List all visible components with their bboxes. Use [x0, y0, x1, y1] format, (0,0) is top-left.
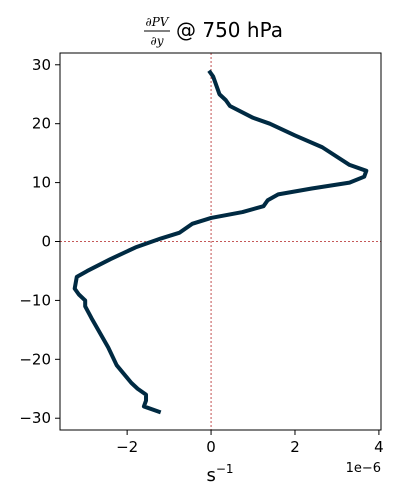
y-tick-label: 0 [41, 233, 51, 251]
x-tick-label: 2 [290, 438, 300, 456]
x-axis-label-exponent: −1 [216, 462, 234, 476]
y-tick-label: −10 [19, 291, 51, 309]
x-axis-offset-label: 1e−6 [346, 461, 381, 476]
x-axis-label-base: s [206, 465, 215, 486]
y-tick-label: −30 [19, 409, 51, 427]
chart-title: @ 750 hPa [176, 18, 283, 42]
chart-title-suffix: @ 750 hPa [176, 18, 283, 42]
title-fraction-denominator: ∂y [151, 34, 164, 48]
y-tick-label: −20 [19, 350, 51, 368]
title-fraction-numerator: ∂PV [146, 15, 170, 29]
x-tick-label: 0 [206, 438, 216, 456]
x-tick-label: −2 [116, 438, 138, 456]
y-tick-label: 10 [32, 174, 51, 192]
x-axis-label: s−1 [206, 462, 233, 486]
x-tick-label: 4 [374, 438, 384, 456]
series-line-0 [72, 69, 369, 415]
y-tick-label: 20 [32, 115, 51, 133]
y-tick-label: 30 [32, 56, 51, 74]
